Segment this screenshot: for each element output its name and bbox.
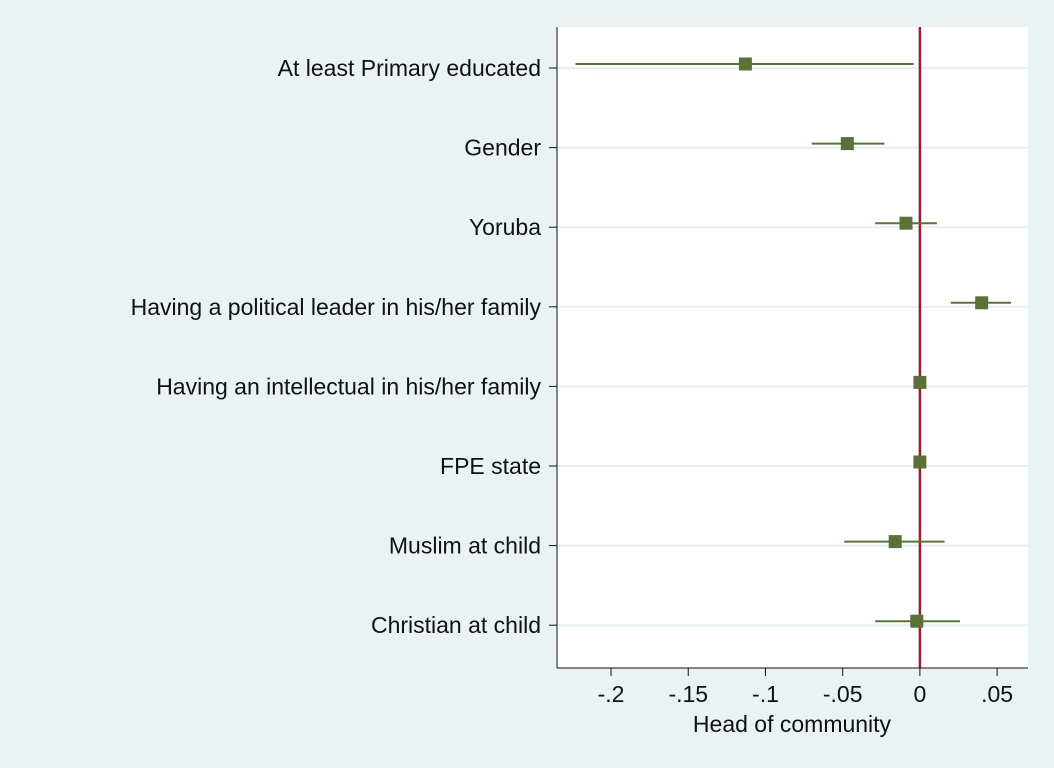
point-estimates — [738, 57, 989, 628]
point-estimate-marker — [840, 137, 854, 151]
point-estimate-marker — [975, 296, 989, 310]
x-axis-title: Head of community — [693, 711, 892, 737]
category-label: Yoruba — [469, 214, 541, 240]
point-estimate-marker — [913, 375, 927, 389]
point-estimate-marker — [899, 216, 913, 230]
axes — [556, 27, 1028, 669]
category-label: Having an intellectual in his/her family — [156, 373, 541, 399]
category-label: FPE state — [440, 453, 541, 479]
x-tick-label: -.15 — [668, 681, 708, 707]
point-estimate-marker — [738, 57, 752, 71]
category-label: Christian at child — [371, 612, 541, 638]
category-label: Gender — [464, 135, 541, 161]
x-axis-ticks: -.2 -.15 -.1 -.05 0 .05 — [598, 668, 1013, 707]
x-tick-label: -.1 — [752, 681, 779, 707]
point-estimate-marker — [913, 455, 927, 469]
x-tick-label: 0 — [914, 681, 927, 707]
category-label: Muslim at child — [389, 533, 541, 559]
category-labels: At least Primary educated Gender Yoruba Hav… — [131, 55, 557, 638]
plot-area — [557, 27, 1028, 668]
x-tick-label: -.2 — [598, 681, 625, 707]
category-label: Having a political leader in his/her fam… — [131, 294, 542, 320]
gridlines — [557, 67, 1028, 627]
x-tick-label: .05 — [981, 681, 1013, 707]
point-estimate-marker — [888, 535, 902, 549]
x-tick-label: -.05 — [823, 681, 863, 707]
point-estimate-marker — [910, 614, 924, 628]
category-label: At least Primary educated — [278, 55, 541, 81]
